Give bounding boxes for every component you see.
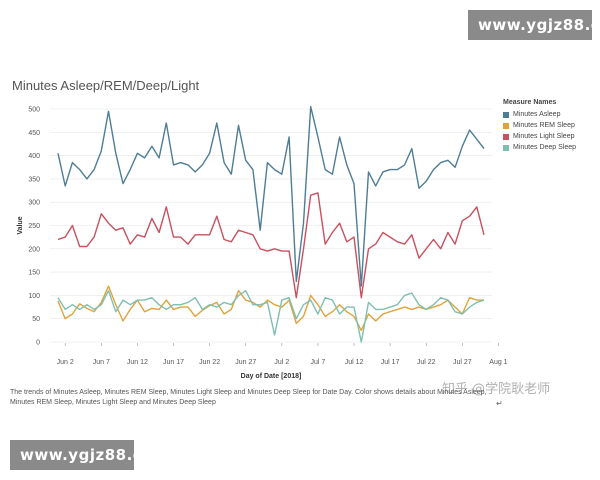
x-tick-label: Jul 7 [311, 359, 326, 366]
chart-caption: The trends of Minutes Asleep, Minutes RE… [10, 389, 487, 406]
x-tick-label: Jun 22 [199, 359, 220, 366]
x-tick-label: Jul 17 [381, 359, 400, 366]
y-tick-label: 50 [32, 316, 40, 323]
x-tick-label: Aug 1 [489, 359, 507, 366]
y-tick-label: 0 [36, 340, 40, 347]
legend-label-rem: Minutes REM Sleep [513, 122, 575, 129]
legend-item-deep: Minutes Deep Sleep [503, 142, 576, 153]
x-tick-label: Jul 22 [417, 359, 436, 366]
x-tick-label: Jun 17 [163, 359, 184, 366]
y-tick-label: 450 [28, 130, 40, 137]
legend-swatch-rem [503, 122, 509, 129]
series-line-deep [57, 290, 485, 343]
series-line-asleep [57, 105, 485, 287]
x-tick-label: Jul 27 [453, 359, 472, 366]
legend-item-asleep: Minutes Asleep [503, 109, 576, 120]
x-tick-label: Jun 12 [127, 359, 148, 366]
x-axis-label: Day of Date [2018] [241, 373, 302, 380]
y-tick-label: 200 [28, 246, 40, 253]
y-axis-label: Value [17, 216, 24, 234]
y-tick-label: 400 [28, 153, 40, 160]
x-tick-label: Jun 27 [235, 359, 256, 366]
y-tick-label: 350 [28, 176, 40, 183]
return-mark: ↵ [496, 399, 503, 408]
legend-swatch-asleep [503, 111, 509, 118]
watermark-bottom: www.ygjz88.com [10, 440, 169, 470]
x-tick-label: Jun 2 [57, 359, 74, 366]
x-tick-label: Jul 12 [345, 359, 364, 366]
y-tick-label: 500 [28, 107, 40, 114]
chart-title: Minutes Asleep/REM/Deep/Light [12, 78, 200, 93]
y-tick-label: 250 [28, 223, 40, 230]
legend: Measure Names Minutes Asleep Minutes REM… [503, 99, 576, 153]
watermark-top: www.ygjz88.com [468, 10, 600, 40]
legend-label-light: Minutes Light Sleep [513, 133, 575, 140]
x-tick-label: Jun 7 [93, 359, 110, 366]
legend-title: Measure Names [503, 99, 557, 106]
legend-swatch-light [503, 133, 509, 140]
legend-item-light: Minutes Light Sleep [503, 131, 576, 142]
y-tick-label: 100 [28, 293, 40, 300]
legend-label-deep: Minutes Deep Sleep [513, 144, 577, 151]
x-tick-label: Jul 2 [274, 359, 289, 366]
y-tick-label: 300 [28, 200, 40, 207]
series-line-light [57, 192, 485, 299]
legend-item-rem: Minutes REM Sleep [503, 120, 576, 131]
y-tick-label: 150 [28, 270, 40, 277]
series-line-rem [57, 285, 484, 332]
legend-label-asleep: Minutes Asleep [513, 111, 561, 118]
legend-swatch-deep [503, 144, 509, 151]
zhihu-watermark: 知乎 @学院耿老师 [442, 382, 551, 397]
